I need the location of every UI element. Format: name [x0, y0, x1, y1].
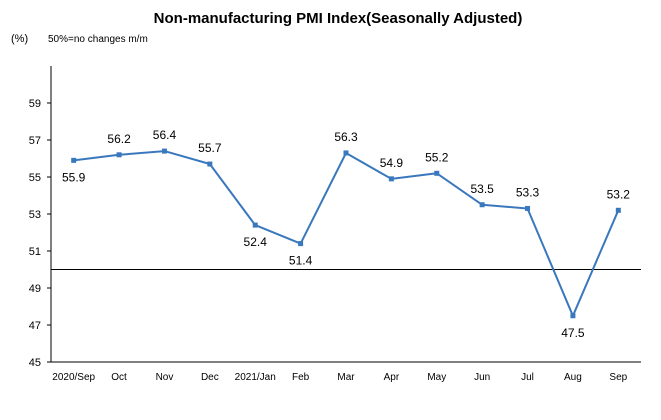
y-axis-unit-label: (%) — [11, 33, 28, 45]
x-axis-ticks: 2020/Sep Oct Nov Dec 2021/Jan Feb Mar Apr May Jun… — [52, 372, 627, 383]
data-label: 47.5 — [561, 326, 585, 340]
data-point — [570, 313, 576, 319]
data-label: 55.9 — [62, 170, 86, 184]
chart-title: Non-manufacturing PMI Index(Seasonally A… — [154, 10, 523, 27]
data-label: 52.4 — [244, 235, 268, 249]
baseline-note: 50%=no changes m/m — [48, 34, 148, 45]
x-tick-label: 2021/Jan — [235, 372, 276, 383]
x-tick-label: Sep — [609, 372, 627, 383]
data-label: 51.4 — [289, 254, 313, 268]
data-point — [479, 202, 485, 208]
data-points — [71, 148, 621, 319]
data-label: 56.3 — [334, 130, 358, 144]
series-line — [73, 150, 620, 317]
data-point — [71, 157, 77, 163]
data-label: 53.3 — [516, 185, 540, 199]
y-axis-ticks: 45 47 49 51 53 55 57 59 — [29, 98, 51, 369]
x-tick-label: Aug — [564, 372, 582, 383]
x-tick-label: Apr — [384, 372, 400, 383]
plot-area: 45 47 49 51 53 55 57 59 2020/Sep Oct Nov Dec 2021/J… — [29, 66, 641, 383]
data-point — [615, 207, 621, 213]
data-point — [434, 170, 440, 176]
y-tick-label: 51 — [29, 246, 41, 258]
data-label: 56.4 — [153, 128, 177, 142]
data-point — [116, 152, 122, 158]
y-tick-label: 53 — [29, 209, 41, 221]
y-tick-label: 49 — [29, 283, 41, 295]
data-label: 55.7 — [198, 141, 222, 155]
data-label: 55.2 — [425, 150, 449, 164]
data-point — [207, 161, 213, 167]
data-labels: 55.9 56.2 56.4 55.7 52.4 51.4 56.3 54.9 55.2 53.5… — [62, 128, 630, 340]
x-tick-label: Mar — [337, 372, 355, 383]
data-point — [161, 148, 167, 154]
data-label: 53.5 — [470, 182, 494, 196]
y-tick-label: 47 — [29, 320, 41, 332]
data-point — [252, 222, 258, 228]
x-tick-label: Nov — [156, 372, 174, 383]
x-tick-label: Oct — [111, 372, 127, 383]
data-label: 56.2 — [107, 132, 131, 146]
x-tick-label: Jun — [474, 372, 490, 383]
x-tick-label: May — [427, 372, 446, 383]
x-tick-label: 2020/Sep — [52, 372, 95, 383]
data-point — [343, 150, 349, 156]
y-tick-label: 55 — [29, 172, 41, 184]
x-tick-label: Dec — [201, 372, 219, 383]
y-tick-label: 57 — [29, 135, 41, 147]
data-point — [525, 205, 531, 211]
y-tick-label: 45 — [29, 357, 41, 369]
data-label: 54.9 — [380, 156, 404, 170]
data-point — [388, 176, 394, 182]
x-tick-label: Jul — [521, 372, 534, 383]
data-point — [298, 241, 304, 247]
x-tick-label: Feb — [292, 372, 310, 383]
y-tick-label: 59 — [29, 98, 41, 110]
data-label: 53.2 — [607, 187, 631, 201]
